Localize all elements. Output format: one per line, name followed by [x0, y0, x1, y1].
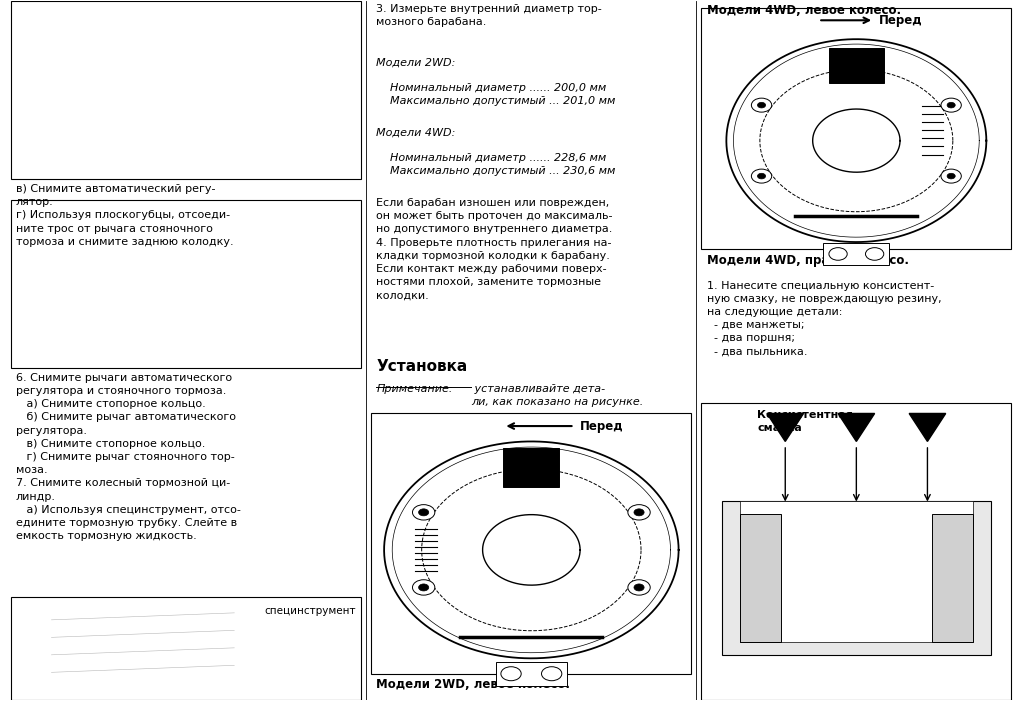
Bar [371, 414, 692, 674]
Circle shape [541, 667, 561, 681]
Polygon shape [767, 414, 803, 442]
Bar [722, 501, 991, 655]
Text: Перед: Перед [880, 14, 922, 27]
Text: 6. Снимите рычаги автоматического
регулятора и стояночного тормоза.
   а) Снимит: 6. Снимите рычаги автоматического регуля… [16, 373, 241, 541]
Circle shape [627, 505, 650, 520]
Circle shape [947, 102, 955, 108]
Text: Модели 4WD, правое колесо.: Модели 4WD, правое колесо. [707, 254, 908, 267]
Text: Модели 4WD, левое колесо.: Модели 4WD, левое колесо. [707, 4, 901, 18]
Circle shape [752, 169, 772, 183]
Circle shape [865, 247, 884, 260]
Bar [932, 514, 972, 642]
Circle shape [829, 247, 847, 260]
Circle shape [627, 580, 650, 595]
Text: Номинальный диаметр ...... 228,6 мм
    Максимально допустимый ... 230,6 мм: Номинальный диаметр ...... 228,6 мм Макс… [376, 154, 616, 177]
Text: Модели 2WD:: Модели 2WD: [376, 58, 456, 68]
Bar [829, 48, 884, 83]
Circle shape [941, 98, 961, 112]
Circle shape [941, 169, 961, 183]
Text: Если барабан изношен или поврежден,
он может быть проточен до максималь-
но допу: Если барабан изношен или поврежден, он м… [376, 198, 613, 301]
Circle shape [419, 509, 429, 516]
Bar [702, 8, 1011, 249]
Text: Модели 4WD:: Модели 4WD: [376, 128, 456, 138]
Bar [11, 1, 361, 179]
Bar [740, 501, 972, 642]
Circle shape [752, 98, 772, 112]
Text: Модели 2WD, левое колесо.: Модели 2WD, левое колесо. [376, 678, 571, 691]
Polygon shape [909, 414, 946, 442]
Text: устанавливайте дета-
ли, как показано на рисунке.: устанавливайте дета- ли, как показано на… [471, 384, 643, 407]
Text: в) Снимите автоматический регу-
лятор.
г) Используя плоскогубцы, отсоеди-
ните т: в) Снимите автоматический регу- лятор. г… [16, 184, 234, 247]
Bar [824, 243, 889, 265]
Text: Установка: Установка [376, 359, 468, 374]
Text: специнструмент: специнструмент [264, 606, 356, 616]
Text: 3. Измерьте внутренний диаметр тор-
мозного барабана.: 3. Измерьте внутренний диаметр тор- мозн… [376, 4, 602, 27]
Bar [740, 514, 781, 642]
Text: 1. Нанесите специальную консистент-
ную смазку, не повреждающую резину,
на следу: 1. Нанесите специальную консистент- ную … [707, 280, 941, 357]
Circle shape [413, 580, 435, 595]
Text: Примечание:: Примечание: [376, 384, 454, 394]
Polygon shape [838, 414, 875, 442]
Text: Номинальный диаметр ...... 200,0 мм
    Максимально допустимый ... 201,0 мм: Номинальный диаметр ...... 200,0 мм Макс… [376, 83, 616, 107]
Bar [11, 200, 361, 368]
Bar [496, 662, 566, 686]
Circle shape [419, 584, 429, 591]
Circle shape [634, 584, 644, 591]
Bar [11, 597, 361, 700]
Circle shape [634, 509, 644, 516]
Circle shape [758, 102, 766, 108]
Text: Перед: Перед [580, 420, 623, 433]
Bar [503, 449, 559, 487]
Circle shape [947, 173, 955, 179]
Circle shape [758, 173, 766, 179]
Circle shape [501, 667, 521, 681]
Circle shape [413, 505, 435, 520]
Text: Консистентная
смазка: Консистентная смазка [758, 410, 853, 433]
Bar [702, 403, 1011, 700]
